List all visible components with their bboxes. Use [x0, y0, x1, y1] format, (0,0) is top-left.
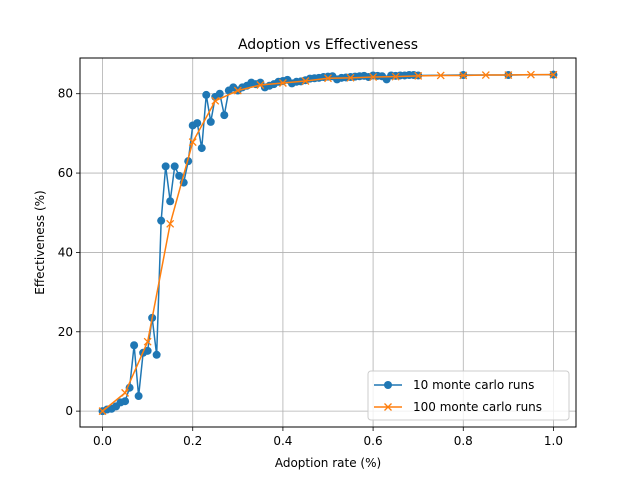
series-1-point	[143, 346, 152, 355]
series-1-point	[157, 216, 166, 225]
x-marker-stroke	[384, 403, 392, 411]
x-marker-stroke	[459, 71, 468, 80]
legend-label-series-2: 100 monte carlo runs	[413, 400, 542, 414]
series-1-point	[197, 144, 206, 153]
series-2-point	[481, 71, 490, 80]
grid	[80, 58, 576, 427]
x-marker-stroke	[526, 70, 535, 79]
series-2-point	[369, 73, 378, 82]
series-2-point	[121, 388, 130, 397]
series-1-point	[121, 397, 130, 406]
series-2-point	[301, 77, 310, 85]
series-2-point	[98, 407, 107, 416]
legend-box	[367, 370, 570, 421]
series-1-point	[152, 350, 161, 359]
series-1-point	[166, 197, 175, 206]
series-1-point	[215, 89, 224, 98]
series-2-point	[391, 72, 400, 81]
y-tick-label: 0	[65, 404, 73, 418]
series-1-point	[130, 341, 139, 350]
x-marker-stroke	[324, 74, 332, 83]
x-marker-stroke	[143, 337, 152, 346]
x-marker-stroke	[346, 73, 355, 82]
x-marker-stroke	[121, 388, 130, 397]
legend-label-series-1: 10 monte carlo runs	[413, 378, 534, 392]
plot-series	[98, 70, 558, 416]
x-marker-stroke	[256, 81, 265, 89]
plot-frame	[79, 57, 577, 428]
x-marker-stroke	[391, 72, 400, 81]
series-1-point	[202, 90, 211, 99]
x-marker-stroke	[278, 79, 287, 87]
series-1-point	[220, 111, 229, 120]
x-marker-stroke	[211, 96, 220, 105]
legend-x-marker	[384, 403, 392, 411]
axis-ticks: 0.0 0.2 0.4 0.6 0.8 1.0 0 20 40 60 80	[58, 87, 563, 448]
series-2-point	[436, 71, 445, 80]
series-2-point	[504, 71, 513, 80]
x-tick-label: 0.2	[183, 434, 202, 448]
x-marker-stroke	[414, 71, 423, 80]
x-marker-stroke	[188, 138, 197, 147]
x-marker-stroke	[233, 86, 242, 95]
series-2-point	[459, 71, 468, 80]
series-2-point	[256, 81, 265, 89]
x-marker-stroke	[504, 71, 513, 80]
x-marker-stroke	[98, 407, 107, 416]
series-2-point	[211, 96, 220, 105]
series-2-point	[143, 337, 152, 346]
chart-title: Adoption vs Effectiveness	[238, 37, 418, 53]
x-tick-label: 1.0	[544, 434, 563, 448]
series-1-point	[161, 162, 170, 171]
x-marker-stroke	[301, 77, 310, 85]
x-marker-stroke	[549, 70, 558, 79]
series-2-point	[414, 71, 423, 80]
x-marker-stroke	[436, 71, 445, 80]
legend-marker-series-2	[384, 403, 392, 411]
x-tick-label: 0.8	[454, 434, 473, 448]
series-2-point	[278, 79, 287, 87]
x-marker-stroke	[481, 71, 490, 80]
x-axis-label: Adoption rate (%)	[275, 456, 381, 470]
series-2-point	[346, 73, 355, 82]
series-2-point	[526, 70, 535, 79]
y-axis-label: Effectiveness (%)	[33, 190, 47, 294]
x-marker-stroke	[369, 73, 378, 82]
series-1-point	[175, 171, 184, 180]
x-tick-label: 0.4	[273, 434, 292, 448]
series-1-point	[193, 119, 202, 128]
legend: 10 monte carlo runs 100 monte carlo runs	[367, 370, 570, 421]
y-tick-label: 20	[58, 325, 73, 339]
series-2-point	[188, 138, 197, 147]
series-2-point	[166, 219, 175, 228]
series-1-point	[170, 162, 179, 171]
legend-marker-series-1	[384, 381, 392, 389]
x-marker-stroke	[166, 219, 175, 228]
y-tick-label: 40	[58, 245, 73, 259]
series-1-point	[206, 117, 215, 126]
series-2-point	[233, 86, 242, 95]
series-1-point	[134, 392, 143, 401]
series-2-point	[324, 74, 332, 83]
y-tick-label: 80	[58, 87, 73, 101]
x-tick-label: 0.0	[93, 434, 112, 448]
series-2-point	[549, 70, 558, 79]
x-tick-label: 0.6	[364, 434, 383, 448]
y-tick-label: 60	[58, 166, 73, 180]
